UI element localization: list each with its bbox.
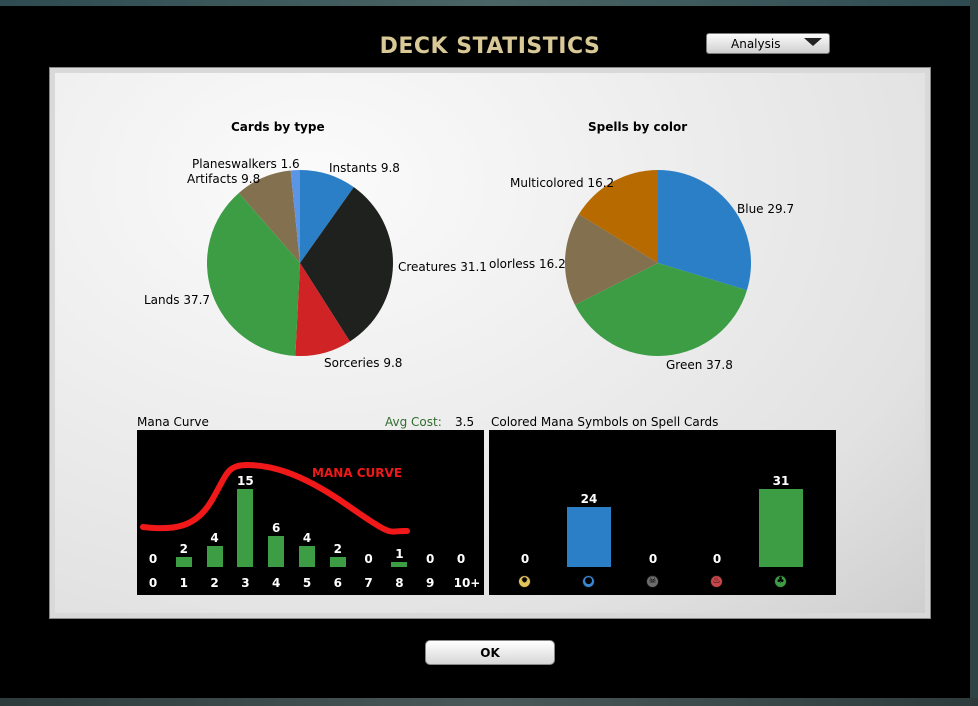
mana-curve-bar-2 — [206, 546, 223, 567]
mana-curve-line — [140, 461, 410, 535]
blue-mana-icon: ● — [582, 575, 595, 588]
pie-label-sorceries: Sorceries 9.8 — [324, 356, 403, 370]
pie-label-planeswalkers: Planeswalkers 1.6 — [192, 157, 300, 171]
mana-curve-value-10+: 0 — [456, 552, 466, 566]
mana-curve-tick-9: 9 — [426, 576, 435, 590]
cards-by-type-slice-artifacts — [238, 170, 300, 263]
cards-by-type-chart — [207, 170, 393, 356]
colored-symbols-caption: Colored Mana Symbols on Spell Cards — [491, 415, 719, 429]
pie-label-instants: Instants 9.8 — [329, 161, 400, 175]
chevron-down-icon — [804, 38, 822, 46]
spells-by-color-slice-blue — [658, 170, 751, 291]
cards-by-type-title: Cards by type — [231, 120, 325, 134]
mana-curve-value-6: 2 — [333, 541, 342, 556]
mana-curve-overlay-label: MANA CURVE — [312, 466, 403, 480]
white-mana-icon: ✹ — [518, 575, 531, 588]
red-mana-icon: ♨ — [710, 575, 723, 588]
mana-curve-bar-3 — [237, 489, 254, 567]
mana-curve-tick-10+: 10+ — [453, 576, 481, 590]
mana-curve-value-8: 1 — [395, 546, 404, 561]
pie-label-artifacts: Artifacts 9.8 — [187, 172, 261, 186]
page-title: DECK STATISTICS — [379, 34, 601, 59]
pie-label-colorless: olorless 16.2 — [489, 257, 566, 271]
cards-by-type-slice-planeswalkers — [290, 170, 300, 263]
mana-curve-value-5: 4 — [302, 531, 312, 546]
black-mana-icon: ☠ — [646, 575, 659, 588]
avg-cost-value: 3.5 — [455, 415, 475, 429]
mana-curve-value-2: 4 — [210, 531, 219, 546]
mana-curve-value-9: 0 — [426, 552, 435, 566]
spells-by-color-slice-green — [574, 263, 747, 356]
mana-curve-bar-6 — [329, 556, 346, 567]
blue-mana-bar — [567, 506, 611, 567]
spells-by-color-slice-colorless — [565, 214, 658, 305]
window-edge-top — [0, 0, 978, 6]
mana-curve-tick-3: 3 — [241, 576, 250, 590]
mana-curve-tick-4: 4 — [272, 576, 281, 590]
pie-label-multicolored: Multicolored 16.2 — [510, 176, 615, 190]
ok-button[interactable]: OK — [425, 640, 555, 665]
green-mana-bar — [759, 489, 803, 567]
pie-label-creatures: Creatures 31.1 — [398, 260, 487, 274]
view-dropdown[interactable]: Analysis — [706, 33, 830, 54]
white-mana-count: 0 — [520, 552, 530, 566]
mana-curve-tick-1: 1 — [179, 576, 188, 590]
mana-curve-caption: Mana Curve — [137, 415, 209, 429]
mana-curve-tick-8: 8 — [395, 576, 404, 590]
pie-label-blue: Blue 29.7 — [737, 202, 795, 216]
window-edge-bottom — [0, 698, 978, 706]
avg-cost-label: Avg Cost: — [385, 415, 442, 429]
green-mana-count: 31 — [772, 474, 790, 488]
mana-curve-value-0: 0 — [148, 552, 158, 566]
mana-curve-tick-6: 6 — [333, 576, 342, 590]
blue-mana-count: 24 — [580, 491, 598, 506]
mana-curve-bar-1 — [175, 556, 192, 567]
cards-by-type-slice-instants — [300, 170, 354, 263]
statistics-panel: Cards by type Instants 9.8 Creatures 31.… — [49, 67, 931, 619]
spells-by-color-title: Spells by color — [588, 120, 688, 134]
cards-by-type-slice-sorceries — [295, 263, 350, 356]
mana-curve-tick-5: 5 — [302, 576, 312, 590]
mana-curve-bar-8 — [391, 561, 408, 567]
black-mana-count: 0 — [648, 552, 658, 566]
view-dropdown-label: Analysis — [731, 37, 781, 51]
colored-symbols-chart: 0 ✹ 24 ● 0 ☠ 0 ♨ 31 ♣ — [489, 430, 836, 595]
mana-curve-bar-5 — [299, 546, 315, 567]
mana-curve-value-3: 15 — [237, 474, 254, 488]
mana-curve-chart: MANA CURVE 0 0 2 1 4 2 15 3 6 4 4 5 2 6 0 7 1 8 0 9 0 10+ — [137, 430, 484, 595]
mana-curve-tick-7: 7 — [364, 576, 373, 590]
mana-curve-value-1: 2 — [179, 541, 188, 556]
pie-label-green: Green 37.8 — [666, 358, 733, 370]
pie-label-lands: Lands 37.7 — [144, 293, 211, 307]
mana-curve-bar-4 — [268, 535, 285, 567]
cards-by-type-slice-lands — [207, 192, 300, 356]
red-mana-count: 0 — [712, 552, 722, 566]
spells-by-color-chart — [565, 170, 751, 356]
mana-curve-value-7: 0 — [364, 552, 373, 566]
mana-curve-tick-2: 2 — [210, 576, 219, 590]
cards-by-type-slice-creatures — [300, 187, 393, 342]
green-mana-icon: ♣ — [774, 575, 787, 588]
mana-curve-tick-0: 0 — [148, 576, 158, 590]
spells-by-color-slice-multicolored — [578, 170, 658, 263]
window-edge-right — [970, 0, 978, 706]
mana-curve-value-4: 6 — [272, 520, 281, 535]
